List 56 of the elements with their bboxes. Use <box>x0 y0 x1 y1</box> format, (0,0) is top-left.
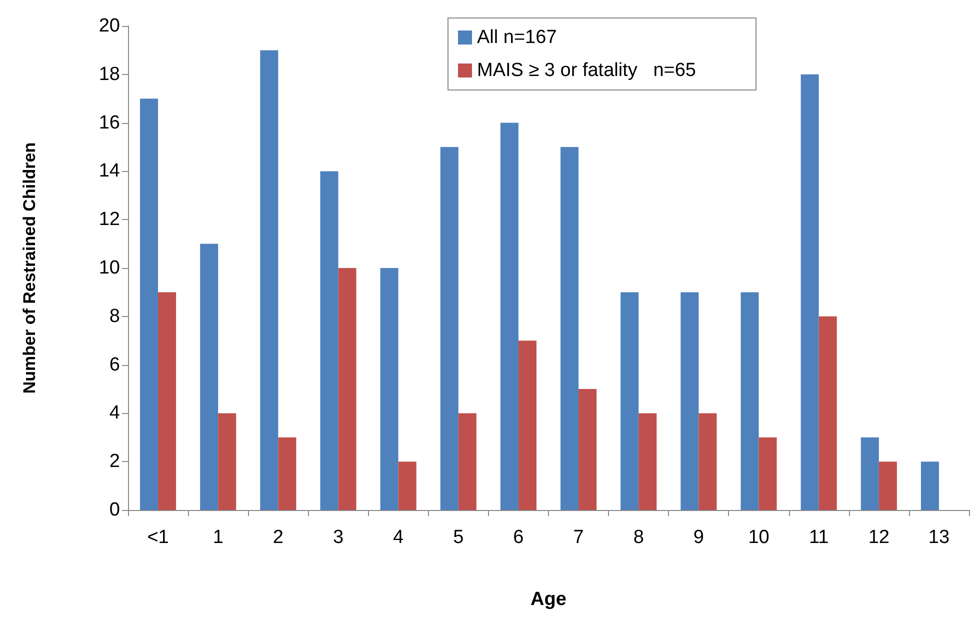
bar <box>500 122 518 510</box>
x-tick-label: 6 <box>513 527 524 548</box>
x-tick-label: 11 <box>808 527 829 548</box>
bar <box>458 413 476 510</box>
bar <box>740 292 759 510</box>
legend-label: All n=167 <box>477 27 557 48</box>
bar <box>338 268 356 510</box>
x-tick-label: 4 <box>393 527 404 548</box>
bar <box>860 437 879 510</box>
x-tick-label: 2 <box>272 527 284 548</box>
bar <box>140 98 158 510</box>
bar <box>698 413 717 510</box>
y-tick-label: 0 <box>109 500 120 520</box>
bar <box>638 413 657 510</box>
x-tick-label: 5 <box>453 527 464 548</box>
bar <box>620 292 639 510</box>
bar <box>560 147 579 510</box>
y-tick-label: 12 <box>98 209 120 230</box>
bar <box>878 462 897 510</box>
bar <box>398 462 416 510</box>
y-tick-label: 20 <box>98 16 120 36</box>
bar <box>578 389 597 510</box>
x-tick-label: 7 <box>573 527 584 548</box>
y-tick-label: 14 <box>98 160 120 182</box>
x-tick-label: <1 <box>147 527 169 548</box>
bar <box>680 292 699 510</box>
x-tick-label: 13 <box>928 527 950 548</box>
y-tick-label: 10 <box>98 258 120 278</box>
bar <box>758 437 777 510</box>
y-tick-label: 18 <box>98 64 120 85</box>
bar <box>200 244 218 510</box>
x-tick-label: 1 <box>212 527 224 548</box>
y-tick-label: 8 <box>109 306 120 327</box>
bar <box>380 268 398 510</box>
x-tick-label: 8 <box>633 527 644 548</box>
bar <box>158 292 176 510</box>
x-axis-title: Age <box>530 589 566 610</box>
bar <box>320 171 338 510</box>
bar <box>440 147 458 510</box>
x-tick-label: 12 <box>868 527 890 548</box>
bar <box>818 316 837 510</box>
y-axis-title: Number of Restrained Children <box>20 142 39 394</box>
bar <box>260 50 278 510</box>
bar <box>518 340 536 510</box>
x-tick-label: 3 <box>332 527 344 548</box>
x-tick-label: 10 <box>748 527 770 548</box>
x-tick-label: 9 <box>693 527 704 548</box>
y-tick-label: 4 <box>109 402 120 424</box>
bar <box>920 462 939 510</box>
legend-label: MAIS ≥ 3 or fatality n=65 <box>477 60 696 81</box>
y-tick-label: 6 <box>109 354 120 376</box>
y-tick-label: 2 <box>109 451 120 472</box>
bar <box>278 437 296 510</box>
bar <box>218 413 236 510</box>
y-tick-label: 16 <box>98 112 120 134</box>
bar <box>800 74 819 510</box>
